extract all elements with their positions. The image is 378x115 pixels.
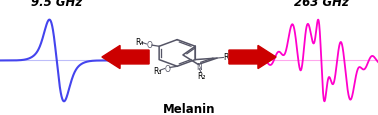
- Text: Melanin: Melanin: [163, 102, 215, 115]
- Text: N: N: [196, 62, 202, 71]
- Text: R₃: R₃: [153, 67, 161, 76]
- Text: O: O: [146, 41, 152, 50]
- Title: 9.5 GHz: 9.5 GHz: [31, 0, 82, 9]
- Title: 263 GHz: 263 GHz: [294, 0, 349, 9]
- FancyArrow shape: [229, 46, 276, 69]
- FancyArrow shape: [102, 46, 149, 69]
- Text: R₄: R₄: [135, 38, 143, 47]
- Text: R₂: R₂: [198, 71, 206, 80]
- Text: O: O: [164, 64, 170, 73]
- Text: R₁: R₁: [223, 53, 231, 62]
